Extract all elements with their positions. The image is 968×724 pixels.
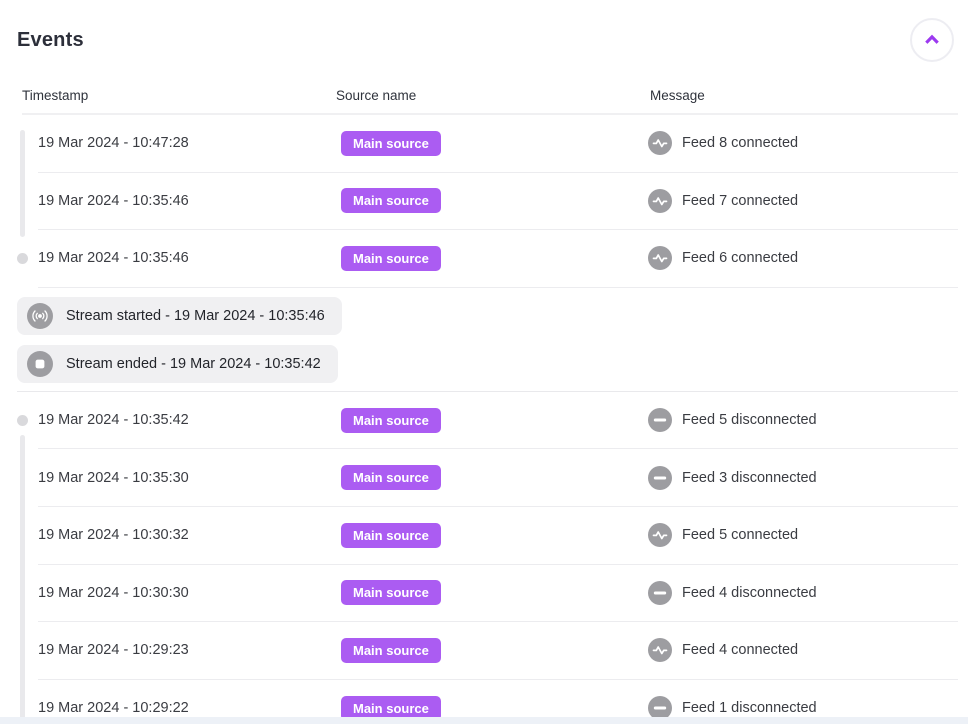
event-timestamp: 19 Mar 2024 - 10:29:23 (38, 642, 189, 659)
page-background-strip (0, 717, 968, 724)
event-timestamp: 19 Mar 2024 - 10:30:32 (38, 527, 189, 544)
feed-status-icon (648, 581, 672, 605)
event-timestamp: 19 Mar 2024 - 10:47:28 (38, 135, 189, 152)
stop-icon (27, 351, 53, 377)
event-timestamp: 19 Mar 2024 - 10:35:42 (38, 412, 189, 429)
feed-status-icon (648, 189, 672, 213)
stream-started-marker: Stream started - 19 Mar 2024 - 10:35:46 (17, 296, 342, 335)
feed-status-icon (648, 466, 672, 490)
events-table-body: 19 Mar 2024 - 10:47:28 Main source Feed … (0, 115, 968, 724)
feed-status-icon (648, 638, 672, 662)
events-panel-header: Events (0, 0, 968, 64)
table-row: 19 Mar 2024 - 10:47:28 Main source Feed … (38, 115, 958, 173)
table-row: 19 Mar 2024 - 10:35:46 Main source Feed … (38, 173, 958, 231)
event-message: Feed 6 connected (682, 250, 799, 267)
page-title: Events (17, 28, 84, 51)
event-timestamp: 19 Mar 2024 - 10:29:22 (38, 700, 189, 717)
source-badge: Main source (341, 188, 441, 214)
feed-status-icon (648, 408, 672, 432)
table-row: 19 Mar 2024 - 10:29:22 Main source Feed … (38, 680, 958, 724)
table-row: 19 Mar 2024 - 10:30:30 Main source Feed … (38, 565, 958, 623)
source-badge: Main source (341, 637, 441, 663)
source-badge: Main source (341, 130, 441, 156)
timeline-dot (17, 415, 28, 426)
stream-ended-marker: Stream ended - 19 Mar 2024 - 10:35:42 (17, 344, 338, 383)
source-badge: Main source (341, 407, 441, 433)
broadcast-icon (27, 303, 53, 329)
stream-marker-label: Stream started - 19 Mar 2024 - 10:35:46 (66, 307, 325, 324)
event-timestamp: 19 Mar 2024 - 10:30:30 (38, 584, 189, 601)
source-badge: Main source (341, 695, 441, 721)
event-message: Feed 3 disconnected (682, 469, 817, 486)
event-message: Feed 4 connected (682, 642, 799, 659)
event-message: Feed 7 connected (682, 192, 799, 209)
column-header-message: Message (650, 88, 705, 103)
event-message: Feed 8 connected (682, 135, 799, 152)
timeline-segment (20, 130, 25, 237)
event-message: Feed 4 disconnected (682, 584, 817, 601)
source-badge: Main source (341, 245, 441, 271)
column-header-timestamp: Timestamp (22, 88, 89, 103)
event-message: Feed 5 connected (682, 527, 799, 544)
source-badge: Main source (341, 522, 441, 548)
chevron-up-icon (921, 29, 943, 51)
table-row: 19 Mar 2024 - 10:29:23 Main source Feed … (38, 622, 958, 680)
table-row: 19 Mar 2024 - 10:30:32 Main source Feed … (38, 507, 958, 565)
table-row: 19 Mar 2024 - 10:35:30 Main source Feed … (38, 449, 958, 507)
table-row: 19 Mar 2024 - 10:35:46 Main source Feed … (38, 230, 958, 288)
collapse-panel-button[interactable] (910, 18, 954, 62)
event-message: Feed 5 disconnected (682, 412, 817, 429)
stream-marker-label: Stream ended - 19 Mar 2024 - 10:35:42 (66, 355, 321, 372)
timeline-dot (17, 253, 28, 264)
table-row: 19 Mar 2024 - 10:35:42 Main source Feed … (38, 392, 958, 450)
stream-markers-section: Stream started - 19 Mar 2024 - 10:35:46 … (17, 288, 958, 392)
event-timestamp: 19 Mar 2024 - 10:35:46 (38, 192, 189, 209)
event-message: Feed 1 disconnected (682, 700, 817, 717)
source-badge: Main source (341, 580, 441, 606)
feed-status-icon (648, 246, 672, 270)
event-timestamp: 19 Mar 2024 - 10:35:46 (38, 250, 189, 267)
feed-status-icon (648, 131, 672, 155)
events-table-header: Timestamp Source name Message (22, 88, 958, 115)
source-badge: Main source (341, 465, 441, 491)
timeline-segment (20, 435, 25, 724)
event-timestamp: 19 Mar 2024 - 10:35:30 (38, 469, 189, 486)
feed-status-icon (648, 523, 672, 547)
column-header-source-name: Source name (336, 88, 417, 103)
